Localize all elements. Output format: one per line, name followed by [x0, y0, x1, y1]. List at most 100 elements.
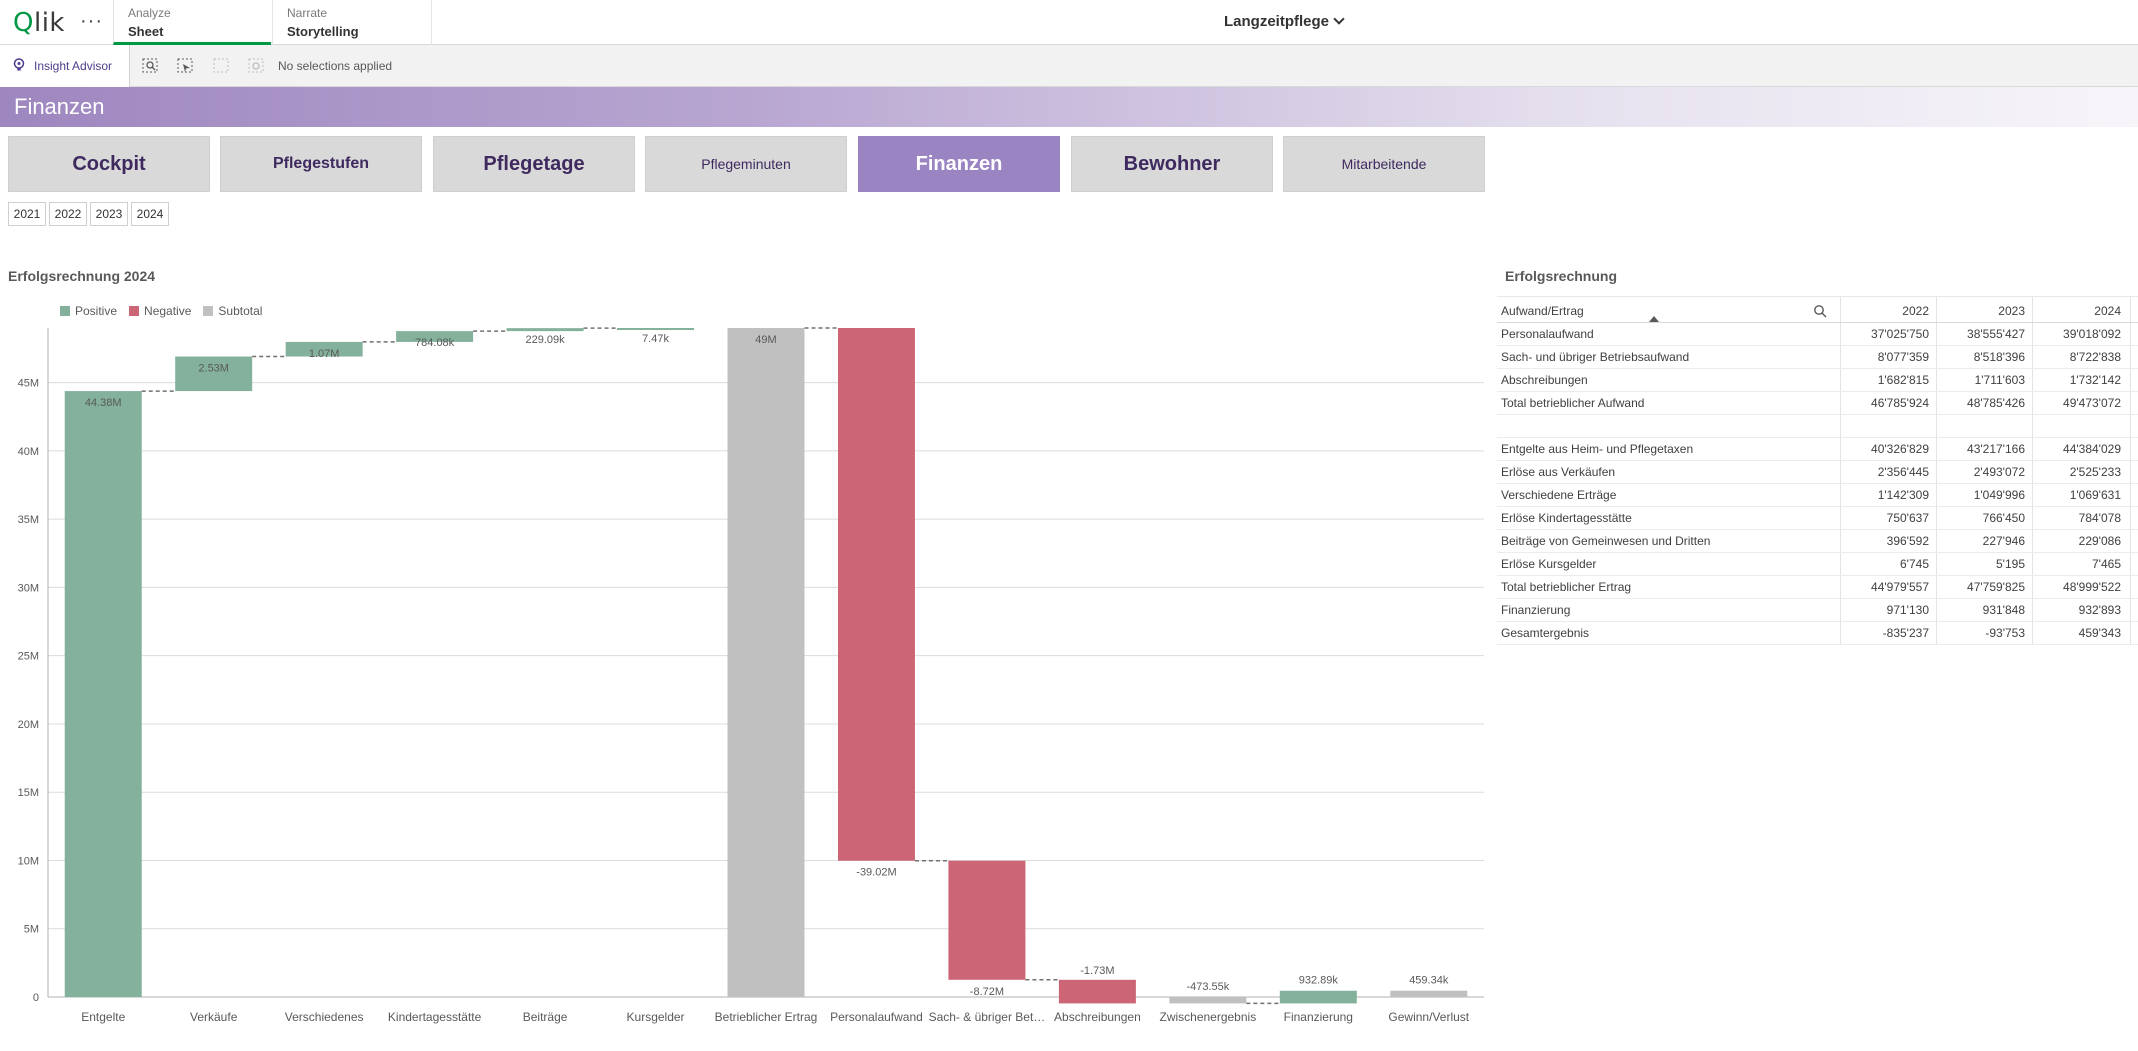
table-row[interactable]: Personalaufwand 37'025'750 38'555'427 39'01… [1497, 323, 2138, 346]
bar-positive[interactable] [617, 328, 695, 330]
column-header-aufwand-ertrag[interactable]: Aufwand/Ertrag [1501, 304, 1584, 318]
clear-selections-icon[interactable] [247, 57, 267, 75]
nav-button-mitarbeitende[interactable]: Mitarbeitende [1283, 136, 1485, 192]
y-tick-label: 15M [18, 787, 39, 799]
table-row[interactable]: Verschiedene Erträge 1'142'309 1'049'996 1'… [1497, 484, 2138, 507]
cell-2024: 39'018'092 [2063, 327, 2121, 341]
column-divider [2032, 346, 2033, 368]
data-label: -39.02M [856, 867, 896, 879]
legend-label-positive: Positive [75, 304, 118, 318]
column-divider [1840, 415, 1841, 437]
cell-2022: 40'326'829 [1871, 442, 1929, 456]
tab-analyze-sheet[interactable]: Analyze Sheet [113, 0, 271, 45]
bar-subtotal[interactable] [1169, 997, 1247, 1004]
top-bar: Qlik ··· Analyze Sheet Narrate Storytell… [0, 0, 2138, 45]
x-tick-label: Kindertagesstätte [388, 1010, 482, 1024]
bar-negative[interactable] [1058, 979, 1136, 1004]
bar-positive[interactable] [175, 356, 253, 392]
table-row[interactable]: Erlöse aus Verkäufen 2'356'445 2'493'072 2'… [1497, 461, 2138, 484]
table-row[interactable]: Sach- und übriger Betriebsaufwand 8'077'3… [1497, 346, 2138, 369]
column-header-2023[interactable]: 2023 [1998, 304, 2025, 318]
y-tick-label: 40M [18, 446, 39, 458]
data-label: 7.47k [642, 333, 669, 345]
bar-positive[interactable] [1279, 990, 1357, 1004]
bar-subtotal[interactable] [727, 328, 805, 997]
cell-2024: 1'069'631 [2069, 488, 2121, 502]
year-filter-2024[interactable]: 2024 [131, 202, 169, 226]
more-dots-icon[interactable]: ··· [80, 10, 103, 32]
x-tick-label: Betrieblicher Ertrag [715, 1010, 818, 1024]
step-back-icon[interactable] [212, 57, 232, 75]
row-label: Erlöse aus Verkäufen [1501, 465, 1616, 479]
row-label: Abschreibungen [1501, 373, 1588, 387]
y-tick-label: 35M [18, 514, 39, 526]
column-divider [1936, 576, 1937, 598]
column-divider [2130, 507, 2131, 529]
cell-2022: 750'637 [1886, 511, 1929, 525]
table-row[interactable]: Abschreibungen 1'682'815 1'711'603 1'732'14… [1497, 369, 2138, 392]
cell-2022: 8'077'359 [1877, 350, 1929, 364]
cell-2023: 47'759'825 [1967, 580, 2025, 594]
column-divider [1840, 438, 1841, 460]
year-filter-2021[interactable]: 2021 [8, 202, 46, 226]
row-label: Verschiedene Erträge [1501, 488, 1617, 502]
bar-positive[interactable] [64, 391, 142, 997]
data-label: 44.38M [85, 397, 122, 409]
legend-item-negative[interactable]: Negative [129, 304, 191, 318]
nav-button-pflegeminuten[interactable]: Pflegeminuten [645, 136, 847, 192]
bar-positive[interactable] [506, 328, 584, 332]
legend-item-positive[interactable]: Positive [60, 304, 117, 318]
table-header: Aufwand/Ertrag 2022 2023 2024 [1497, 296, 2138, 323]
bar-negative[interactable] [837, 328, 915, 861]
insight-advisor-button[interactable]: Insight Advisor [0, 45, 130, 87]
column-header-2022[interactable]: 2022 [1902, 304, 1929, 318]
app-title-dropdown[interactable]: Langzeitpflege [1224, 13, 1345, 30]
table-row[interactable]: Beiträge von Gemeinwesen und Dritten 396'… [1497, 530, 2138, 553]
search-icon[interactable] [1813, 304, 1827, 318]
table-row[interactable]: Entgelte aus Heim- und Pflegetaxen 40'326… [1497, 438, 2138, 461]
table-row[interactable]: Finanzierung 971'130 931'848 932'893 [1497, 599, 2138, 622]
qlik-logo[interactable]: Qlik [13, 8, 65, 38]
selections-tool-icon[interactable] [176, 57, 196, 75]
legend-item-subtotal[interactable]: Subtotal [203, 304, 262, 318]
x-tick-label: Gewinn/Verlust [1388, 1010, 1469, 1024]
column-divider [1936, 553, 1937, 575]
x-tick-label: Kursgelder [627, 1010, 685, 1024]
column-divider [2032, 484, 2033, 506]
table-row[interactable] [1497, 415, 2138, 438]
column-divider [2130, 297, 2131, 322]
column-divider [2032, 323, 2033, 345]
smart-search-icon[interactable] [141, 57, 161, 75]
column-header-2024[interactable]: 2024 [2094, 304, 2121, 318]
nav-button-pflegetage[interactable]: Pflegetage [433, 136, 635, 192]
table-row[interactable]: Total betrieblicher Ertrag 44'979'557 47'7… [1497, 576, 2138, 599]
bar-subtotal[interactable] [1390, 990, 1468, 997]
nav-button-finanzen[interactable]: Finanzen [858, 136, 1060, 192]
cell-2023: 1'711'603 [1974, 373, 2025, 387]
tab-narrate-storytelling[interactable]: Narrate Storytelling [272, 0, 432, 45]
cell-2023: 43'217'166 [1967, 442, 2025, 456]
waterfall-chart[interactable]: 0 5M 10M 15M 20M 25M 30M 35M 40M 45M 44.38M Entgelt… [0, 320, 1490, 1035]
table-row[interactable]: Erlöse Kindertagesstätte 750'637 766'450 78… [1497, 507, 2138, 530]
year-filter-2023[interactable]: 2023 [90, 202, 128, 226]
nav-button-cockpit[interactable]: Cockpit [8, 136, 210, 192]
column-divider [1840, 576, 1841, 598]
cell-2022: -835'237 [1882, 626, 1929, 640]
y-tick-label: 20M [18, 719, 39, 731]
cell-2022: 44'979'557 [1871, 580, 1929, 594]
table-row[interactable]: Erlöse Kursgelder 6'745 5'195 7'465 [1497, 553, 2138, 576]
bar-positive[interactable] [396, 331, 474, 342]
column-divider [2130, 392, 2131, 414]
nav-button-pflegestufen[interactable]: Pflegestufen [220, 136, 422, 192]
nav-button-bewohner[interactable]: Bewohner [1071, 136, 1273, 192]
table-row[interactable]: Gesamtergebnis -835'237 -93'753 459'343 [1497, 622, 2138, 645]
cell-2022: 6'745 [1900, 557, 1929, 571]
table-row[interactable]: Total betrieblicher Aufwand 46'785'924 48'… [1497, 392, 2138, 415]
cell-2022: 2'356'445 [1877, 465, 1929, 479]
year-filter-2022[interactable]: 2022 [49, 202, 87, 226]
x-tick-label: Verschiedenes [285, 1010, 364, 1024]
column-divider [2130, 622, 2131, 644]
bar-positive[interactable] [285, 341, 363, 357]
column-divider [1936, 323, 1937, 345]
bar-negative[interactable] [948, 860, 1026, 980]
